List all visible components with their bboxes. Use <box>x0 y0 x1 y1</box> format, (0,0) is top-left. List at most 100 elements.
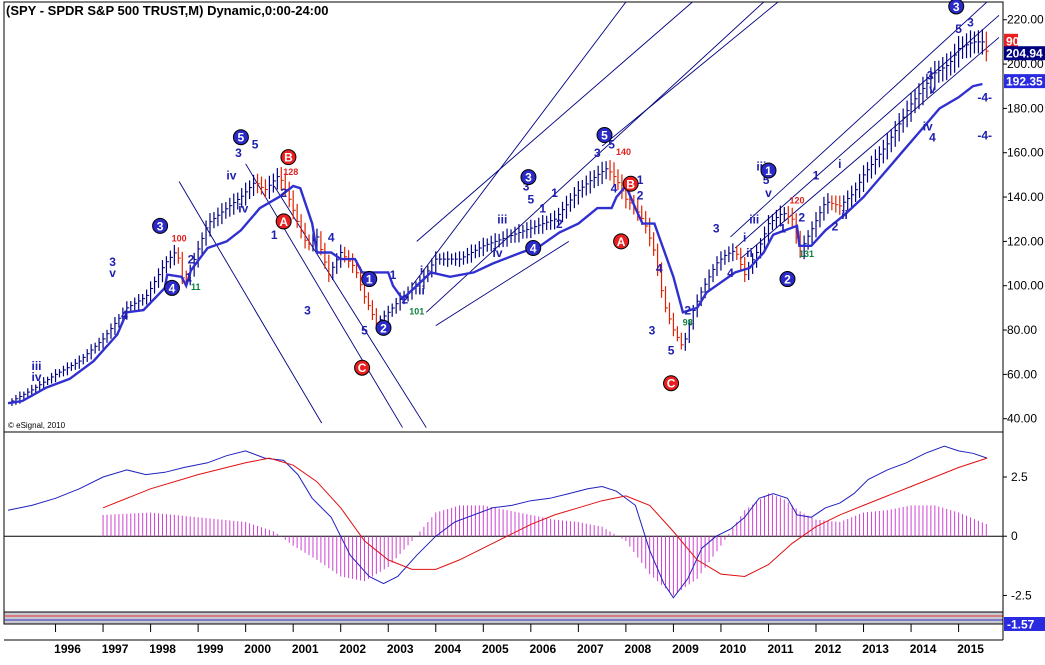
y-tick-label: 40.00 <box>1007 412 1037 426</box>
macd-y-tick-label: -2.5 <box>1011 588 1032 602</box>
x-tick-label: 1999 <box>197 642 224 656</box>
macd-y-tick-label: 0 <box>1011 529 1018 543</box>
x-tick-label: 2001 <box>292 642 319 656</box>
wave-circle <box>613 233 630 250</box>
wave-label: 2 <box>556 217 563 231</box>
channel-line-5 <box>425 2 765 313</box>
last-price-tag: 204.94 <box>1006 47 1043 61</box>
wave-circle-label: 3 <box>157 219 164 233</box>
x-tick-label: 2006 <box>529 642 556 656</box>
channel-line-2 <box>273 185 427 428</box>
y-tick-label: 140.00 <box>1007 190 1044 204</box>
wave-label: 5 <box>608 137 615 151</box>
wave-label: 3 <box>927 69 934 83</box>
wave-circle <box>375 319 392 336</box>
wave-label: v <box>109 266 116 280</box>
macd-series-0 <box>7 445 988 599</box>
wave-label: iv <box>226 168 236 182</box>
wave-label: 4 <box>929 131 936 145</box>
wave-label: 131 <box>799 249 814 259</box>
wave-circle <box>622 175 639 192</box>
wave-label: 2 <box>188 253 195 267</box>
stop-line <box>7 82 983 405</box>
x-tick-label: 2014 <box>910 642 937 656</box>
wave-circle <box>760 162 777 179</box>
wave-label: 2 <box>684 304 691 318</box>
wave-label: 100 <box>172 233 187 243</box>
wave-label: 4 <box>727 266 734 280</box>
x-tick-label: 2007 <box>577 642 604 656</box>
y-tick-label: 100.00 <box>1007 279 1044 293</box>
macd-series-1 <box>102 457 988 578</box>
wave-circle-label: A <box>279 215 288 229</box>
wave-label: i <box>743 230 746 244</box>
wave-label: 5 <box>361 323 368 337</box>
y-tick-label: 220.00 <box>1007 13 1044 27</box>
channel-line-10 <box>739 37 1000 260</box>
wave-label: 3 <box>235 146 242 160</box>
wave-label: v <box>765 186 772 200</box>
x-tick-label: 1998 <box>149 642 176 656</box>
wave-label: 3 <box>967 15 974 29</box>
wave-label: iv <box>238 202 248 216</box>
chart-title: (SPY - SPDR S&P 500 TRUST,M) Dynamic,0:0… <box>6 3 328 18</box>
wave-circle <box>525 240 542 257</box>
wave-label: 128 <box>283 167 298 177</box>
wave-label: iii <box>497 213 507 227</box>
channel-line-8 <box>730 2 988 238</box>
wave-circle-label: 3 <box>525 171 532 185</box>
wave-label: 98 <box>683 318 693 328</box>
wave-label: 2 <box>798 210 805 224</box>
y-tick-label: 200.00 <box>1007 57 1044 71</box>
y-tick-label: 120.00 <box>1007 234 1044 248</box>
x-tick-label: 2009 <box>672 642 699 656</box>
price-y-axis: 40.00 60.00 80.00 100.00 120.00 140.00 160.00 1… <box>1003 13 1044 426</box>
channel-line-0 <box>178 181 323 424</box>
wave-label: iv <box>32 370 42 384</box>
alert-tag: 90 <box>1006 34 1020 48</box>
wave-label: 1 <box>539 202 546 216</box>
last-price-tag-bg <box>1004 46 1045 61</box>
wave-label: iii <box>749 213 759 227</box>
y-tick-label: 60.00 <box>1007 367 1037 381</box>
wave-label: 5 <box>668 343 675 357</box>
wave-label: i <box>838 157 841 171</box>
x-axis: 1996 1997 1998 1999 2000 2001 2002 2003 2004 2005… <box>4 624 1003 656</box>
wave-circle-label: C <box>667 377 676 391</box>
wave-label: 1 <box>779 222 786 236</box>
price-bars <box>11 29 989 406</box>
channel-line-7 <box>601 2 779 147</box>
wave-label: 3 <box>594 146 601 160</box>
x-tick-label: 2004 <box>434 642 461 656</box>
wave-circle-label: 4 <box>169 281 176 295</box>
y-tick-label: 80.00 <box>1007 323 1037 337</box>
wave-circle-label: 3 <box>953 0 960 14</box>
wave-circle <box>280 149 297 166</box>
x-tick-label: 2002 <box>339 642 366 656</box>
channel-line-4 <box>416 2 693 242</box>
x-tick-label: 2010 <box>720 642 747 656</box>
wave-label: iv <box>493 246 503 260</box>
wave-circle <box>152 217 169 234</box>
wave-label: 4 <box>611 182 618 196</box>
wave-label: 120 <box>789 196 804 206</box>
wave-circle <box>663 375 680 392</box>
wave-label: 11 <box>191 282 201 292</box>
wave-circle-label: 2 <box>784 273 791 287</box>
x-tick-label: 2003 <box>387 642 414 656</box>
wave-label: iii <box>756 159 766 173</box>
wave-label: 5 <box>527 193 534 207</box>
macd-y-axis: 2.5 0 -2.5 <box>1003 470 1032 602</box>
wave-label: 3 <box>713 222 720 236</box>
wave-label: iii <box>32 359 42 373</box>
wave-circle-label: 5 <box>238 131 245 145</box>
watermark: © eSignal, 2010 <box>8 421 66 430</box>
y-tick-label: 180.00 <box>1007 101 1044 115</box>
wave-label: 1 <box>390 268 397 282</box>
x-tick-label: 2012 <box>815 642 842 656</box>
wave-label: 1 <box>637 173 644 187</box>
